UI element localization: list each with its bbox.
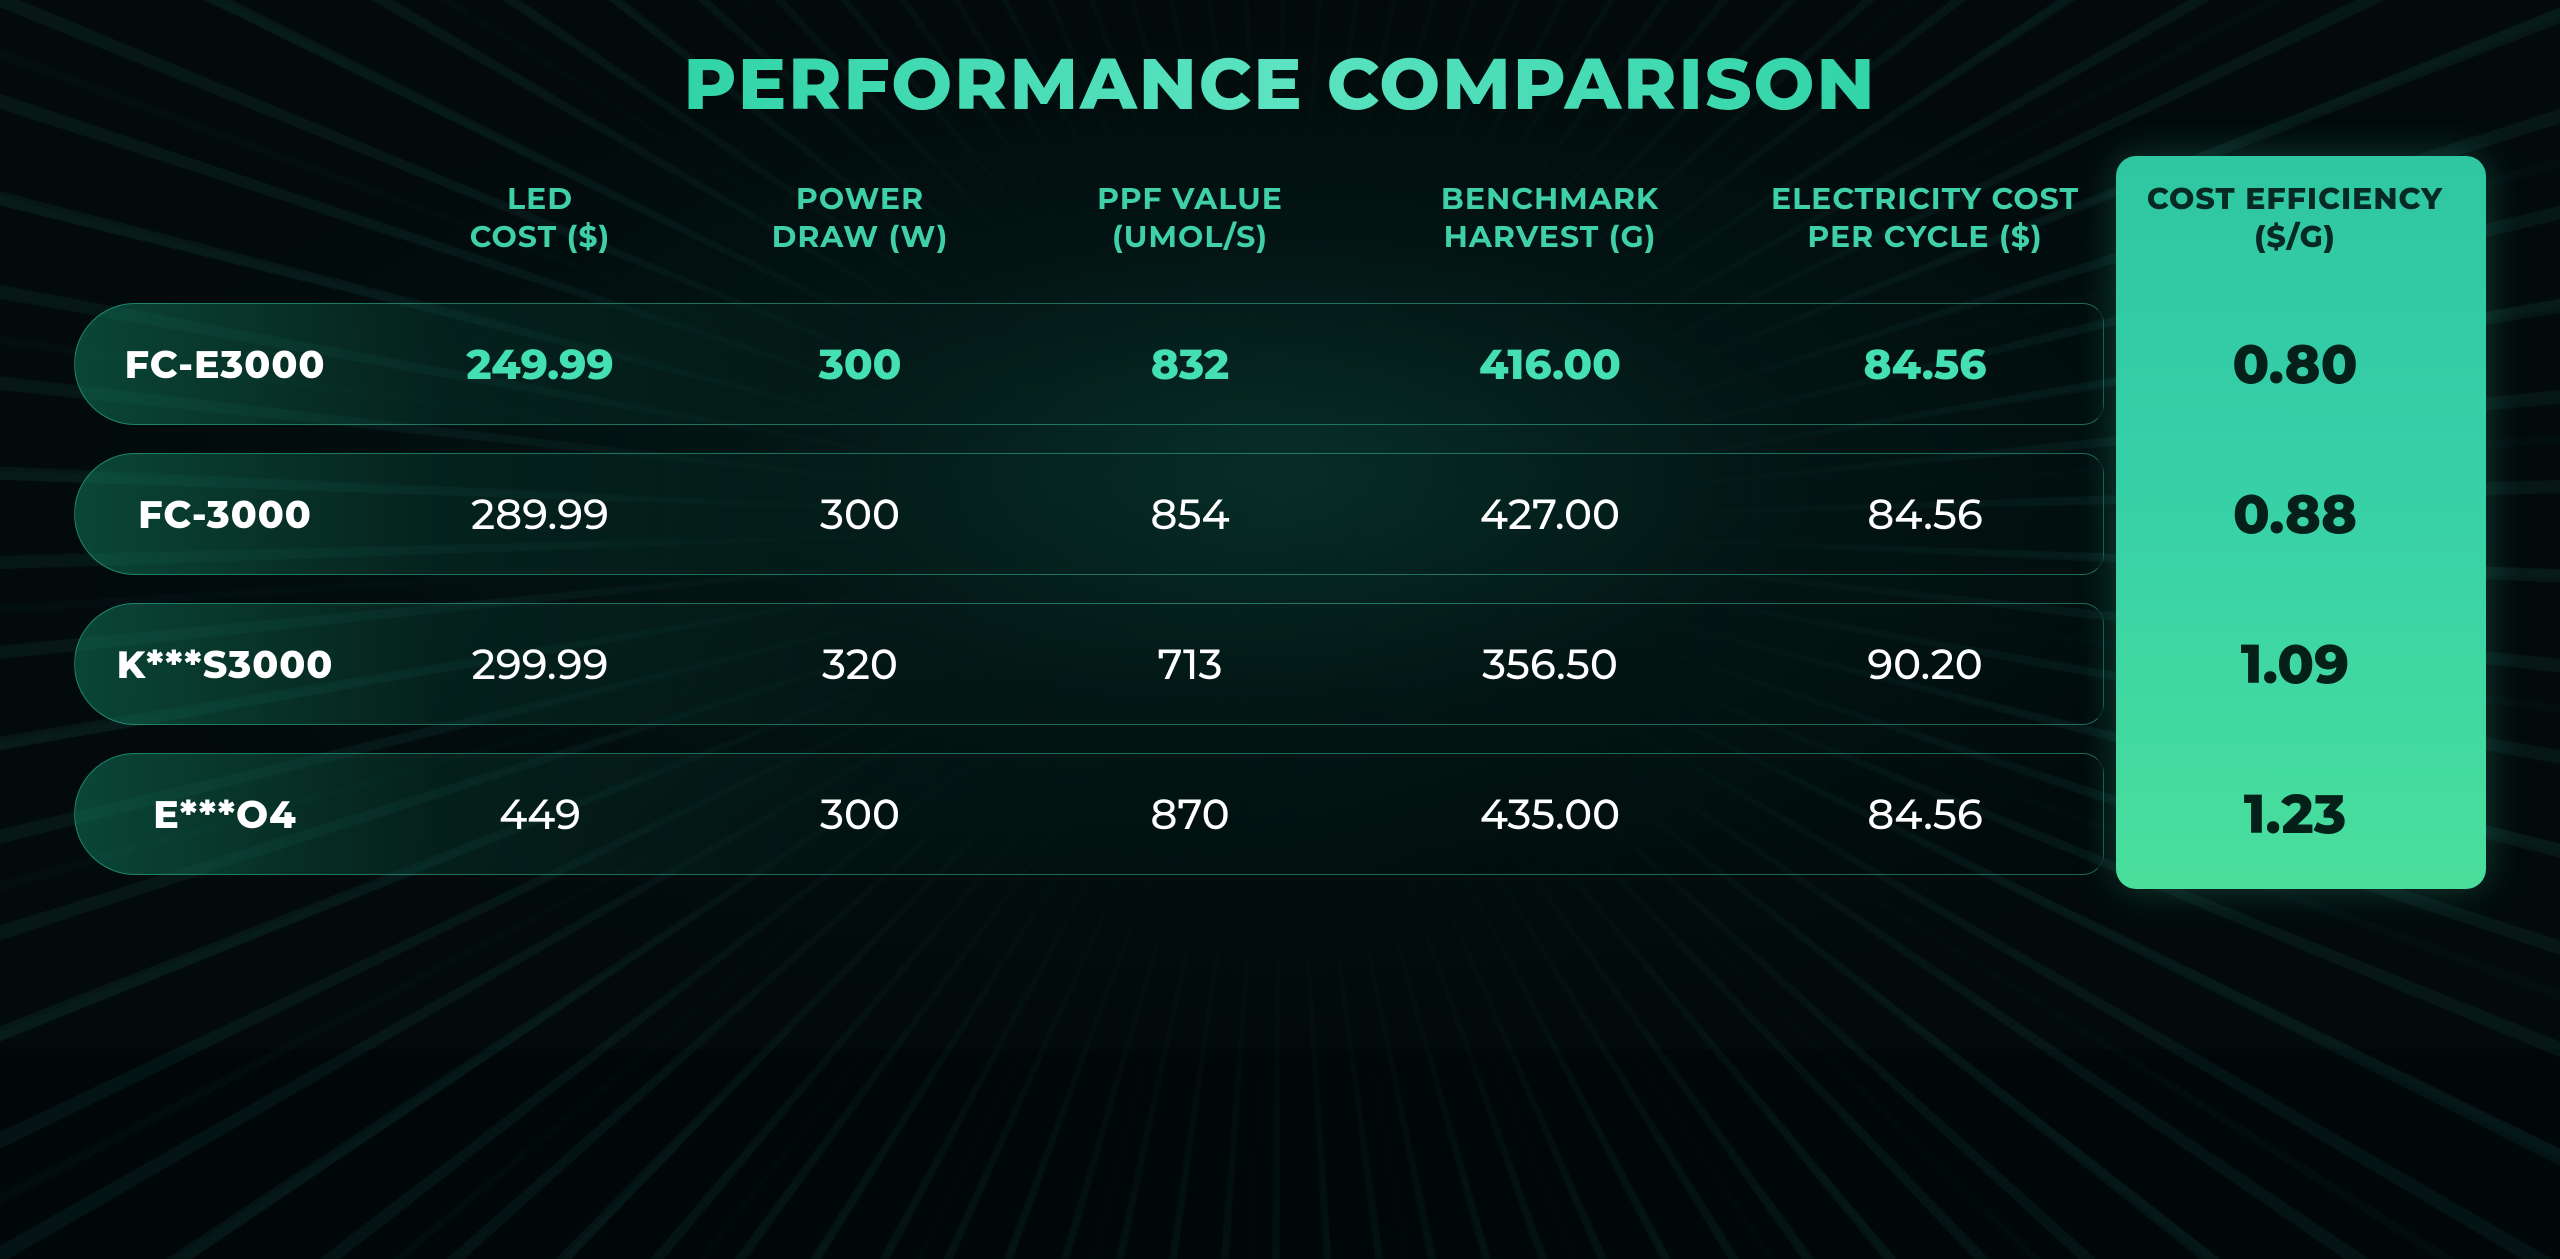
value-harvest: 427.00 <box>1480 488 1620 540</box>
cell-elec-cost: 84.56 <box>1740 739 2110 889</box>
table-row: FC-E3000 249.99 300 832 416.00 84.56 <box>50 289 2510 439</box>
value-elec-cost: 90.20 <box>1867 638 1982 690</box>
comparison-table: LED COST ($) POWER DRAW (W) PPF VALUE (U… <box>50 156 2510 889</box>
cell-led-cost: 249.99 <box>380 289 700 439</box>
cell-harvest: 435.00 <box>1360 739 1740 889</box>
value-efficiency: 1.23 <box>2244 781 2347 847</box>
value-led-cost: 449 <box>499 788 581 840</box>
cell-efficiency: 0.88 <box>2110 439 2480 589</box>
cell-power-draw: 300 <box>700 739 1020 889</box>
cell-efficiency: 1.09 <box>2110 589 2480 739</box>
cell-harvest: 427.00 <box>1360 439 1740 589</box>
row-label: K***S3000 <box>97 641 334 688</box>
row-label: FC-E3000 <box>105 341 326 388</box>
value-efficiency: 0.80 <box>2232 331 2357 397</box>
cell-harvest: 416.00 <box>1360 289 1740 439</box>
cell-efficiency: 0.80 <box>2110 289 2480 439</box>
table-body: FC-E3000 249.99 300 832 416.00 84.56 <box>50 289 2510 889</box>
value-led-cost: 289.99 <box>471 488 609 540</box>
header-elec-cost: ELECTRICITY COST PER CYCLE ($) <box>1740 156 2110 289</box>
cell-led-cost: 299.99 <box>380 589 700 739</box>
row-label-cell: FC-3000 <box>50 439 380 589</box>
cell-power-draw: 300 <box>700 439 1020 589</box>
value-harvest: 416.00 <box>1479 338 1621 390</box>
header-ppf: PPF VALUE (UMOL/S) <box>1020 156 1360 289</box>
value-power-draw: 300 <box>819 338 902 390</box>
cell-elec-cost: 84.56 <box>1740 289 2110 439</box>
table-row: K***S3000 299.99 320 713 356.50 90.20 <box>50 589 2510 739</box>
value-elec-cost: 84.56 <box>1867 488 1983 540</box>
value-ppf: 713 <box>1157 638 1222 690</box>
value-power-draw: 320 <box>822 638 898 690</box>
value-elec-cost: 84.56 <box>1867 788 1983 840</box>
value-ppf: 854 <box>1150 488 1229 540</box>
comparison-container: PERFORMANCE COMPARISON LED COST ($) POWE… <box>0 0 2560 1049</box>
value-harvest: 356.50 <box>1482 638 1618 690</box>
value-power-draw: 300 <box>820 488 900 540</box>
header-led-cost: LED COST ($) <box>380 156 700 289</box>
cell-harvest: 356.50 <box>1360 589 1740 739</box>
cell-ppf: 854 <box>1020 439 1360 589</box>
value-harvest: 435.00 <box>1480 788 1620 840</box>
table-row: E***O4 449 300 870 435.00 84.56 <box>50 739 2510 889</box>
cell-efficiency: 1.23 <box>2110 739 2480 889</box>
cell-elec-cost: 84.56 <box>1740 439 2110 589</box>
value-elec-cost: 84.56 <box>1864 338 1987 390</box>
value-ppf: 870 <box>1150 788 1229 840</box>
header-blank <box>50 156 380 289</box>
cell-elec-cost: 90.20 <box>1740 589 2110 739</box>
table-header-row: LED COST ($) POWER DRAW (W) PPF VALUE (U… <box>50 156 2510 289</box>
cell-led-cost: 289.99 <box>380 439 700 589</box>
value-led-cost: 249.99 <box>466 338 613 390</box>
value-efficiency: 1.09 <box>2241 631 2349 697</box>
row-label: FC-3000 <box>118 491 312 538</box>
row-label: E***O4 <box>133 791 296 838</box>
value-power-draw: 300 <box>820 788 900 840</box>
row-label-cell: E***O4 <box>50 739 380 889</box>
cell-ppf: 832 <box>1020 289 1360 439</box>
value-efficiency: 0.88 <box>2233 481 2357 547</box>
value-ppf: 832 <box>1151 338 1229 390</box>
cell-power-draw: 300 <box>700 289 1020 439</box>
header-harvest: BENCHMARK HARVEST (G) <box>1360 156 1740 289</box>
cell-ppf: 713 <box>1020 589 1360 739</box>
table-row: FC-3000 289.99 300 854 427.00 84.56 <box>50 439 2510 589</box>
row-label-cell: K***S3000 <box>50 589 380 739</box>
cell-ppf: 870 <box>1020 739 1360 889</box>
row-label-cell: FC-E3000 <box>50 289 380 439</box>
cell-power-draw: 320 <box>700 589 1020 739</box>
page-title: PERFORMANCE COMPARISON <box>40 40 2520 128</box>
header-efficiency: COST EFFICIENCY ($/G) <box>2110 156 2480 289</box>
cell-led-cost: 449 <box>380 739 700 889</box>
value-led-cost: 299.99 <box>472 638 609 690</box>
header-power-draw: POWER DRAW (W) <box>700 156 1020 289</box>
